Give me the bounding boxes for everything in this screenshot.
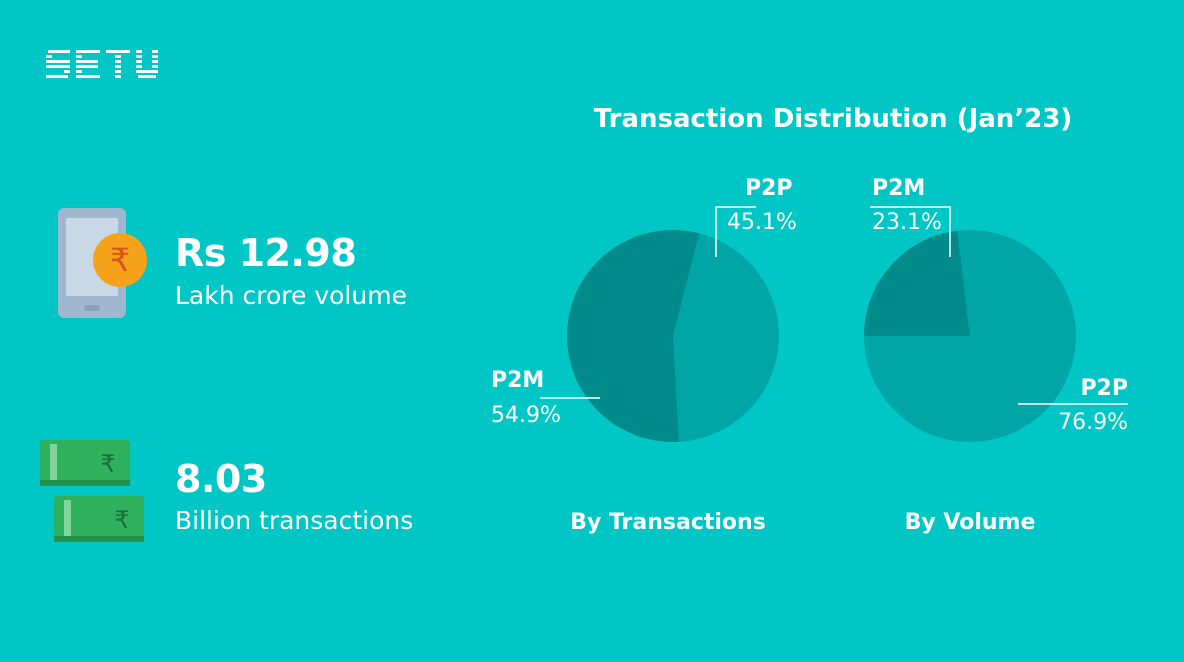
svg-text:₹: ₹ (100, 450, 115, 478)
svg-text:₹: ₹ (110, 241, 130, 279)
volume-value: Rs 12.98 (175, 231, 357, 275)
phone-rupee-icon: ₹ (58, 208, 147, 318)
slice-percent-1-p2p: 76.9% (1058, 410, 1128, 435)
chart-caption-transactions: By Transactions (570, 510, 766, 535)
slice-percent-0-p2m: 54.9% (491, 403, 561, 428)
chart-title: Transaction Distribution (Jan’23) (593, 104, 1073, 134)
chart-caption-volume: By Volume (904, 510, 1036, 535)
setu-logo (46, 50, 158, 78)
svg-text:₹: ₹ (114, 506, 129, 534)
slice-percent-0-p2p: 45.1% (727, 210, 797, 235)
leader-line-1-p2m (870, 206, 951, 257)
slice-name-0-p2p: P2P (745, 176, 793, 201)
pie-slice-0-p2m (567, 229, 700, 442)
slice-name-1-p2p: P2P (1080, 376, 1128, 401)
cash-notes-icon: ₹ ₹ (40, 440, 144, 542)
transactions-label: Billion transactions (175, 506, 414, 535)
pie-slice-1-p2p (864, 230, 1077, 442)
volume-label: Lakh crore volume (175, 281, 407, 310)
leader-line-0-p2p (715, 206, 756, 257)
slice-name-0-p2m: P2M (491, 368, 545, 393)
slice-name-1-p2m: P2M (872, 176, 926, 201)
slice-percent-1-p2m: 23.1% (872, 210, 942, 235)
pie-slice-0-p2p (673, 233, 780, 442)
transactions-value: 8.03 (175, 457, 267, 501)
pie-slice-1-p2m (864, 230, 970, 336)
